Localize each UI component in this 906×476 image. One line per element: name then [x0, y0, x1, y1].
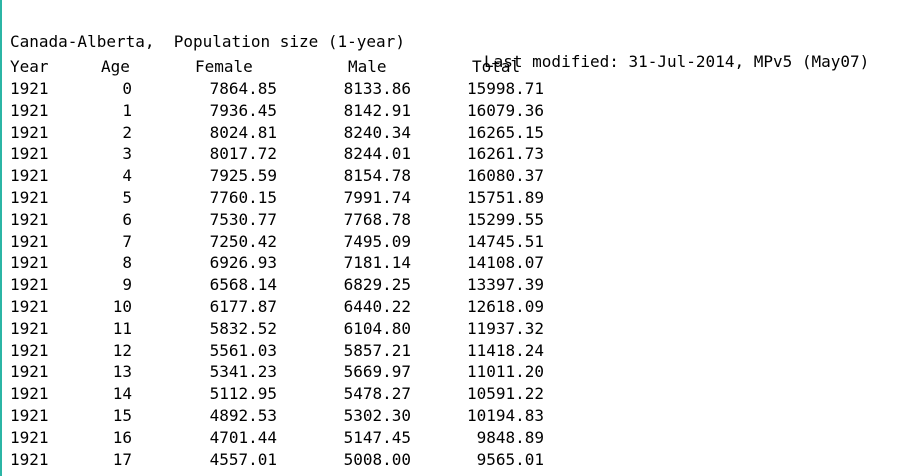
- cell-male: 7181.14: [343, 253, 411, 273]
- column-header-male: Male: [348, 57, 387, 76]
- cell-age: 7: [122, 231, 132, 251]
- cell-age: 8: [122, 253, 132, 273]
- cell-age: 10: [112, 296, 132, 316]
- cell-age: 13: [112, 362, 132, 382]
- cell-total: 14745.51: [466, 231, 544, 251]
- cell-male: 8244.01: [343, 144, 411, 164]
- cell-female: 6568.14: [209, 275, 277, 295]
- cell-male: 5302.30: [343, 405, 411, 425]
- document-header: Canada-Alberta, Population size (1-year)…: [10, 12, 869, 92]
- cell-male: 7768.78: [343, 209, 411, 229]
- cell-female: 4892.53: [209, 405, 277, 425]
- cell-year: 1921: [10, 122, 49, 142]
- cell-female: 7936.45: [209, 100, 277, 120]
- cell-year: 1921: [10, 405, 49, 425]
- cell-total: 11418.24: [466, 340, 544, 360]
- cell-total: 16080.37: [466, 166, 544, 186]
- cell-male: 5669.97: [343, 362, 411, 382]
- cell-female: 8024.81: [209, 122, 277, 142]
- cell-age: 14: [112, 384, 132, 404]
- cell-female: 7250.42: [209, 231, 277, 251]
- cell-male: 6829.25: [343, 275, 411, 295]
- cell-total: 9565.01: [476, 449, 544, 469]
- cell-female: 6177.87: [209, 296, 277, 316]
- cell-female: 7864.85: [209, 79, 277, 98]
- cell-female: 5561.03: [209, 340, 277, 360]
- cell-year: 1921: [10, 187, 49, 207]
- cell-female: 7760.15: [209, 187, 277, 207]
- cell-male: 6440.22: [343, 296, 411, 316]
- cell-male: 8240.34: [343, 122, 411, 142]
- cell-age: 15: [112, 405, 132, 425]
- cell-total: 11011.20: [466, 362, 544, 382]
- cell-age: 9: [122, 275, 132, 295]
- cell-male: 8154.78: [343, 166, 411, 186]
- document-title: Canada-Alberta, Population size (1-year): [10, 32, 405, 51]
- cell-year: 1921: [10, 100, 49, 120]
- cell-male: 6104.80: [343, 318, 411, 338]
- cell-year: 1921: [10, 231, 49, 251]
- cell-total: 11937.32: [466, 318, 544, 338]
- cell-age: 3: [122, 144, 132, 164]
- cell-year: 1921: [10, 209, 49, 229]
- column-header-total: Total: [472, 57, 521, 76]
- cell-male: 8142.91: [343, 100, 411, 120]
- last-modified-note: Last modified: 31-Jul-2014, MPv5 (May07): [484, 52, 870, 71]
- cell-female: 5341.23: [209, 362, 277, 382]
- cell-total: 10591.22: [466, 384, 544, 404]
- column-header-female: Female: [195, 57, 253, 76]
- cell-year: 1921: [10, 449, 49, 469]
- cell-year: 1921: [10, 427, 49, 447]
- cell-age: 11: [112, 318, 132, 338]
- cell-total: 16265.15: [466, 122, 544, 142]
- cell-male: 7991.74: [343, 187, 411, 207]
- cell-age: 2: [122, 122, 132, 142]
- cell-total: 9848.89: [476, 427, 544, 447]
- cell-female: 8017.72: [209, 144, 277, 164]
- cell-age: 1: [122, 100, 132, 120]
- cell-total: 15299.55: [466, 209, 544, 229]
- cell-male: 5857.21: [343, 340, 411, 360]
- cell-male: 5008.00: [343, 449, 411, 469]
- cell-total: 15751.89: [466, 187, 544, 207]
- cell-age: 4: [122, 166, 132, 186]
- cell-total: 16261.73: [466, 144, 544, 164]
- cell-total: 10194.83: [466, 405, 544, 425]
- cell-total: 12618.09: [466, 296, 544, 316]
- cell-year: 1921: [10, 296, 49, 316]
- cell-total: 13397.39: [466, 275, 544, 295]
- cell-age: 6: [122, 209, 132, 229]
- cell-male: 5147.45: [343, 427, 411, 447]
- cell-female: 4557.01: [209, 449, 277, 469]
- cell-age: 16: [112, 427, 132, 447]
- cell-total: 15998.71: [466, 79, 544, 98]
- cell-female: 7530.77: [209, 209, 277, 229]
- cell-male: 5478.27: [343, 384, 411, 404]
- cell-age: 17: [112, 449, 132, 469]
- cell-year: 1921: [10, 362, 49, 382]
- cell-year: 1921: [10, 318, 49, 338]
- cell-year: 1921: [10, 275, 49, 295]
- cell-year: 1921: [10, 340, 49, 360]
- cell-female: 5832.52: [209, 318, 277, 338]
- cell-year: 1921: [10, 384, 49, 404]
- cell-age: 5: [122, 187, 132, 207]
- cell-male: 8133.86: [343, 79, 411, 98]
- cell-total: 16079.36: [466, 100, 544, 120]
- cell-male: 7495.09: [343, 231, 411, 251]
- cell-year: 1921: [10, 166, 49, 186]
- cell-female: 5112.95: [209, 384, 277, 404]
- cell-total: 14108.07: [466, 253, 544, 273]
- cell-female: 7925.59: [209, 166, 277, 186]
- cell-female: 4701.44: [209, 427, 277, 447]
- cell-female: 6926.93: [209, 253, 277, 273]
- cell-year: 1921: [10, 253, 49, 273]
- cell-age: 0: [122, 79, 132, 98]
- cell-year: 1921: [10, 79, 49, 98]
- cell-age: 12: [112, 340, 132, 360]
- column-header-age: Age: [101, 57, 130, 76]
- cell-year: 1921: [10, 144, 49, 164]
- window-left-border: [0, 0, 2, 476]
- column-header-year: Year: [10, 57, 49, 76]
